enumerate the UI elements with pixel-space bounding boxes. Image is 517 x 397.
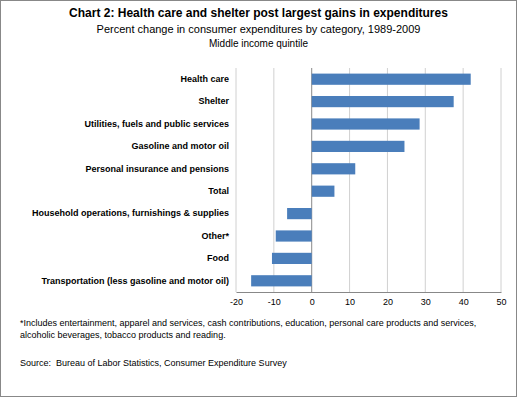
grid-line	[501, 68, 502, 292]
category-label: Transportation (less gasoline and motor …	[41, 276, 229, 286]
category-axis: Health care Shelter Utilities, fuels and p…	[32, 74, 230, 286]
subtitle: Percent change in consumer expenditures …	[97, 23, 421, 35]
chart: Chart 2: Health care and shelter post la…	[0, 0, 517, 397]
value-axis: -20 -10 0 10 20 30 40 50	[230, 292, 507, 307]
tick: Food	[207, 253, 229, 263]
tick: Total	[208, 186, 229, 196]
tick: Transportation (less gasoline and motor …	[41, 276, 229, 286]
tick: Utilities, fuels and public services	[84, 119, 229, 129]
category-label: Utilities, fuels and public services	[84, 119, 229, 129]
category-label: Total	[208, 186, 229, 196]
tick: Other*	[201, 231, 229, 241]
tick: 40	[459, 292, 469, 307]
tick: Personal insurance and pensions	[85, 164, 229, 174]
tick: 10	[345, 292, 355, 307]
tick: Shelter	[198, 96, 229, 106]
tick: 30	[421, 292, 431, 307]
title: Chart 2: Health care and shelter post la…	[69, 6, 448, 20]
tick: Gasoline and motor oil	[131, 141, 229, 151]
grid-line	[236, 68, 237, 292]
tick-label: 20	[383, 297, 393, 307]
footnote: *Includes entertainment, apparel and ser…	[20, 318, 476, 340]
bar	[312, 186, 335, 197]
bar	[312, 141, 405, 152]
category-label: Other*	[201, 231, 229, 241]
axis-line	[237, 292, 502, 293]
tick-label: 10	[345, 297, 355, 307]
tick: Household operations, furnishings & supp…	[32, 208, 229, 218]
bar	[251, 275, 312, 286]
tick: 0	[310, 292, 315, 307]
grid	[236, 68, 501, 292]
tick: -10	[268, 292, 281, 307]
tick: -20	[230, 292, 243, 307]
tick-label: -10	[268, 297, 281, 307]
bar	[312, 74, 471, 85]
category-label: Gasoline and motor oil	[131, 141, 229, 151]
category-label: Food	[207, 253, 229, 263]
source-note: Source: Bureau of Labor Statistics, Cons…	[20, 358, 287, 368]
category-label: Household operations, furnishings & supp…	[32, 208, 229, 218]
bars	[251, 74, 471, 287]
bar	[272, 253, 312, 264]
tick-label: -20	[230, 297, 243, 307]
subtitle: Middle income quintile	[209, 38, 308, 49]
tick: 50	[496, 292, 506, 307]
category-label: Shelter	[198, 96, 229, 106]
tick-label: 0	[310, 297, 315, 307]
bar	[312, 118, 420, 129]
bar	[312, 96, 454, 107]
bar	[276, 230, 312, 241]
tick-label: 30	[421, 297, 431, 307]
chart-frame	[1, 1, 517, 397]
bar	[312, 163, 356, 174]
category-label: Personal insurance and pensions	[85, 164, 229, 174]
tick-label: 40	[459, 297, 469, 307]
tick: Health care	[180, 74, 229, 84]
category-label: Health care	[180, 74, 229, 84]
bar	[287, 208, 312, 219]
tick-label: 50	[496, 297, 506, 307]
grid-line	[463, 68, 464, 292]
tick: 20	[383, 292, 393, 307]
